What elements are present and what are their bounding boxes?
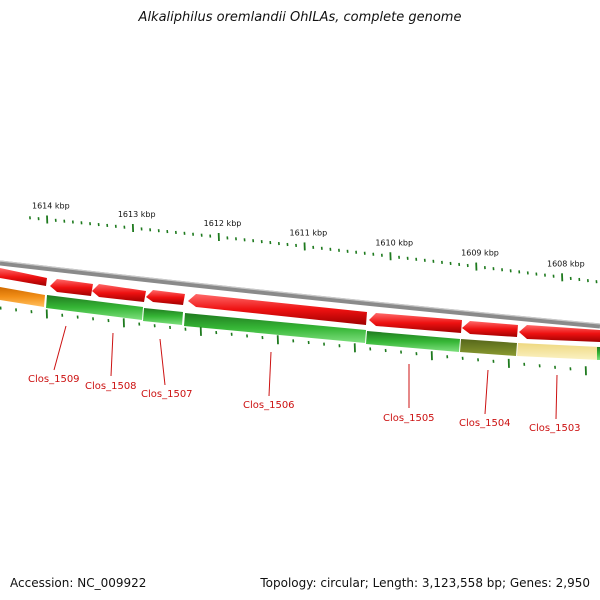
label-line-clos-1506	[268, 351, 272, 397]
gene-label-clos-1505: Clos_1505	[383, 413, 435, 424]
outer-minor-ticks	[29, 215, 598, 284]
reverse-strand-track	[0, 287, 600, 360]
gene-label-clos-1508: Clos_1508	[85, 381, 137, 392]
forward-cds-7	[462, 321, 518, 337]
forward-cds-5	[188, 294, 367, 325]
ruler-label: 1612 kbp	[204, 219, 242, 228]
feature-orange	[0, 287, 45, 307]
ruler-label: 1611 kbp	[290, 228, 328, 237]
forward-cds-6	[369, 313, 462, 333]
ruler-label: 1614 kbp	[32, 201, 70, 210]
gene-label-clos-1506: Clos_1506	[243, 400, 295, 411]
ruler-label: 1613 kbp	[118, 210, 156, 219]
label-line-clos-1509	[53, 325, 67, 371]
label-line-clos-1503	[555, 374, 558, 420]
reverse-cds-5	[597, 347, 600, 360]
ruler-labels: 1614 kbp 1613 kbp 1612 kbp 1611 kbp 1610 kbp…	[32, 201, 585, 268]
label-line-clos-1504	[484, 369, 489, 415]
ruler-label: 1608 kbp	[547, 259, 585, 268]
reverse-cds-1	[46, 295, 143, 320]
ruler-label: 1609 kbp	[461, 249, 499, 258]
forward-cds-2	[50, 279, 93, 296]
genome-summary: Topology: circular; Length: 3,123,558 bp…	[260, 576, 590, 590]
forward-cds-8	[519, 325, 600, 342]
feature-olive	[460, 339, 517, 356]
reverse-cds-2	[143, 308, 183, 325]
accession-info: Accession: NC_009922	[10, 576, 147, 590]
forward-cds-4	[146, 290, 185, 305]
forward-strand-track	[0, 268, 600, 342]
forward-cds-1	[0, 268, 47, 286]
genome-backbone	[0, 260, 600, 329]
reverse-cds-4	[366, 331, 460, 352]
gene-label-clos-1503: Clos_1503	[529, 423, 581, 434]
inner-minor-ticks	[0, 306, 587, 376]
ruler-label: 1610 kbp	[375, 238, 413, 247]
gene-label-clos-1509: Clos_1509	[28, 374, 80, 385]
gene-label-clos-1504: Clos_1504	[459, 418, 511, 429]
gene-labels: Clos_1509 Clos_1508 Clos_1507 Clos_1506 …	[28, 325, 581, 434]
reverse-cds-3	[184, 313, 366, 343]
forward-cds-3	[92, 284, 146, 302]
feature-pale	[517, 343, 600, 360]
gene-label-clos-1507: Clos_1507	[141, 389, 193, 400]
map-title: Alkaliphilus oremlandii OhILAs, complete…	[138, 10, 462, 25]
label-line-clos-1507	[159, 338, 166, 386]
label-line-clos-1508	[110, 332, 114, 377]
genome-backbone-highlight	[0, 260, 600, 325]
